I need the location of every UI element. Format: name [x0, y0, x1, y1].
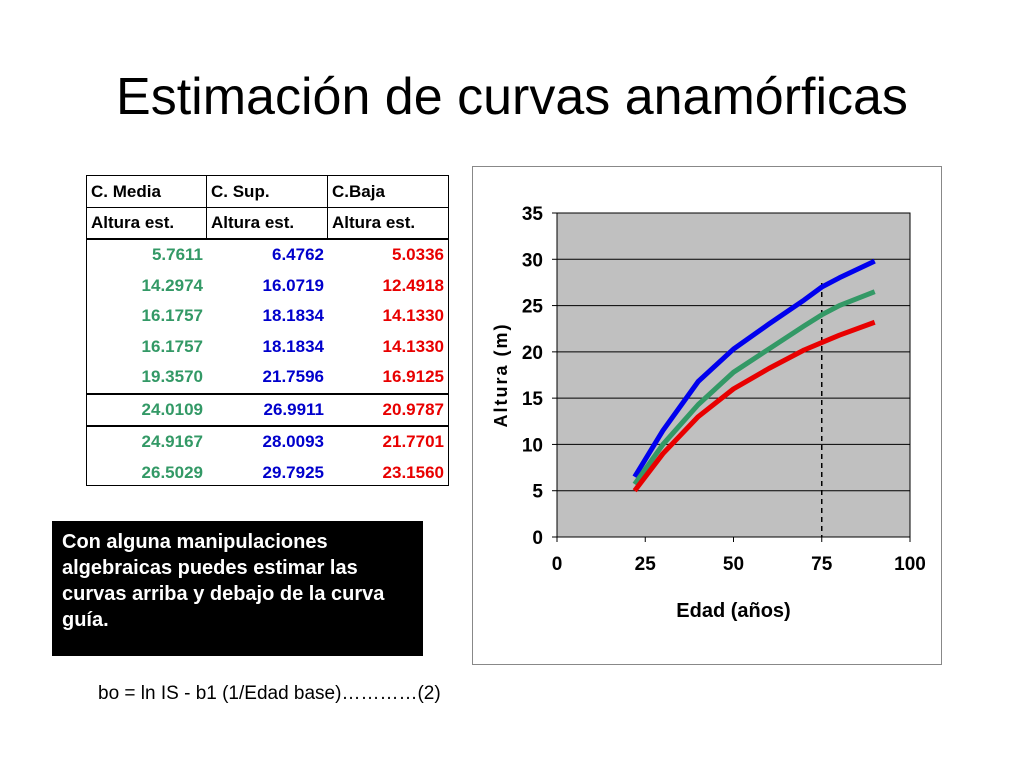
note-box: Con alguna manipulaciones algebraicas pu…	[52, 521, 423, 656]
series-line-0	[632, 258, 876, 479]
table-row: 16.1757 18.1834 14.1330	[87, 301, 448, 332]
cell-media: 24.0109	[141, 399, 203, 419]
table-row: 24.0109 26.9911 20.9787	[87, 395, 448, 427]
table-header-row: C. Media C. Sup. C.Baja	[87, 176, 448, 208]
cell-sup: 18.1834	[262, 306, 324, 325]
slide-title: Estimación de curvas anamórficas	[116, 68, 908, 126]
chart-frame: 0 5 10 15 20 25 30 35 0 25 50 75 100 Edad (años) Altur…	[472, 166, 942, 665]
subheader-media: Altura est.	[87, 208, 207, 238]
table-row: 5.7611 6.4762 5.0336	[87, 240, 448, 271]
cell-media: 16.1757	[141, 306, 203, 325]
cell-sup: 16.0719	[262, 275, 324, 295]
cell-sup: 28.0093	[262, 432, 324, 451]
cell-baja: 20.9787	[382, 399, 444, 419]
table-row: 14.2974 16.0719 12.4918	[87, 271, 448, 302]
header-c-media: C. Media	[87, 176, 207, 207]
x-tick-label: 50	[723, 554, 744, 575]
x-tick-label: 100	[894, 554, 926, 575]
cell-sup: 29.7925	[262, 462, 324, 482]
y-tick-label: 15	[522, 389, 544, 410]
cell-baja: 14.1330	[382, 336, 444, 356]
x-tick-label: 0	[552, 554, 563, 575]
x-tick-label: 25	[635, 554, 657, 575]
subheader-sup: Altura est.	[207, 208, 328, 238]
formula-text: bo = ln IS - b1 (1/Edad base)…………(2)	[98, 683, 441, 704]
cell-baja: 14.1330	[382, 306, 444, 325]
y-axis-label: Altura (m)	[491, 323, 511, 428]
y-tick-label: 5	[532, 482, 543, 503]
cell-baja: 16.9125	[382, 367, 444, 386]
header-c-baja: C.Baja	[332, 182, 385, 201]
table-row: 16.1757 18.1834 14.1330	[87, 332, 448, 363]
subheader-baja: Altura est.	[332, 213, 416, 232]
table-subheader-row: Altura est. Altura est. Altura est.	[87, 208, 448, 240]
cell-baja: 23.1560	[382, 462, 444, 482]
y-tick-label: 30	[522, 250, 543, 271]
y-tick-label: 0	[532, 528, 543, 549]
height-age-chart: 0 5 10 15 20 25 30 35 0 25 50 75 100 Edad (años) Altur…	[491, 204, 926, 622]
table-row: 26.5029 29.7925 23.1560	[87, 458, 448, 489]
estimates-table: C. Media C. Sup. C.Baja Altura est. Altu…	[86, 175, 449, 486]
cell-media: 26.5029	[141, 462, 203, 482]
cell-sup: 18.1834	[262, 336, 324, 356]
cell-baja: 21.7701	[382, 432, 444, 451]
cell-media: 16.1757	[141, 336, 203, 356]
cell-sup: 6.4762	[272, 245, 324, 264]
y-tick-label: 25	[522, 297, 544, 318]
table-row: 19.3570 21.7596 16.9125	[87, 362, 448, 395]
y-tick-label: 20	[522, 343, 543, 364]
x-tick-label: 75	[811, 554, 833, 575]
cell-media: 19.3570	[141, 367, 203, 386]
cell-media: 5.7611	[151, 245, 203, 264]
header-c-sup: C. Sup.	[207, 176, 328, 207]
cell-media: 14.2974	[141, 275, 203, 295]
cell-sup: 21.7596	[262, 367, 324, 386]
series-line-1	[632, 289, 876, 486]
cell-sup: 26.9911	[263, 399, 324, 419]
y-tick-label: 10	[522, 435, 543, 456]
series-line-2	[632, 319, 876, 493]
table-row: 24.9167 28.0093 21.7701	[87, 427, 448, 458]
cell-baja: 5.0336	[392, 245, 444, 264]
x-axis-label: Edad (años)	[676, 600, 790, 622]
y-tick-label: 35	[522, 204, 544, 225]
cell-baja: 12.4918	[382, 275, 444, 295]
cell-media: 24.9167	[141, 432, 203, 451]
